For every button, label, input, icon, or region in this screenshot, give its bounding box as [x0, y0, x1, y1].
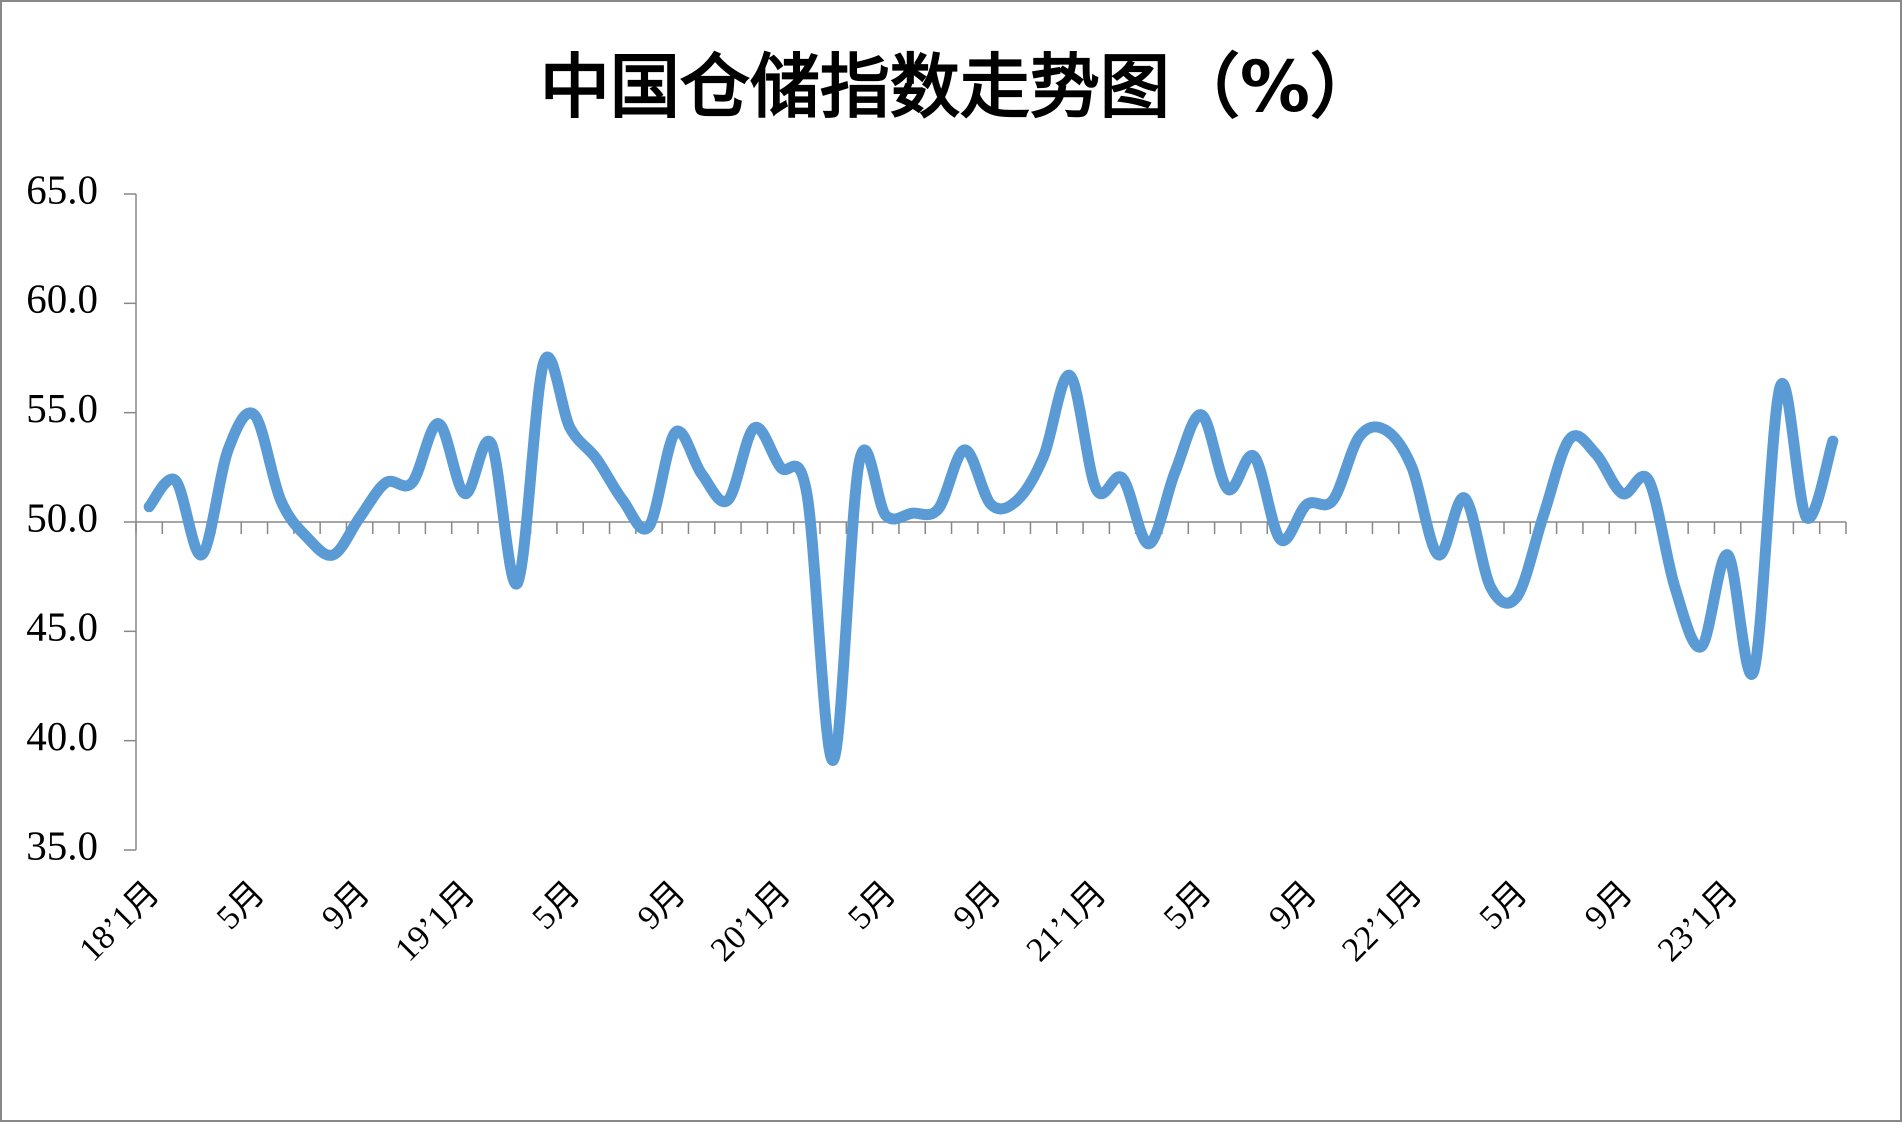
- y-tick-label: 35.0: [26, 822, 98, 868]
- y-tick-label: 45.0: [26, 604, 98, 650]
- chart-title: 中国仓储指数走势图（%）: [540, 46, 1380, 128]
- y-tick-label: 55.0: [26, 385, 98, 431]
- y-tick-label: 50.0: [26, 494, 98, 540]
- y-tick-label: 40.0: [26, 713, 98, 759]
- y-tick-label: 65.0: [26, 166, 98, 212]
- y-tick-label: 60.0: [26, 276, 98, 322]
- data-line: [143, 351, 1839, 766]
